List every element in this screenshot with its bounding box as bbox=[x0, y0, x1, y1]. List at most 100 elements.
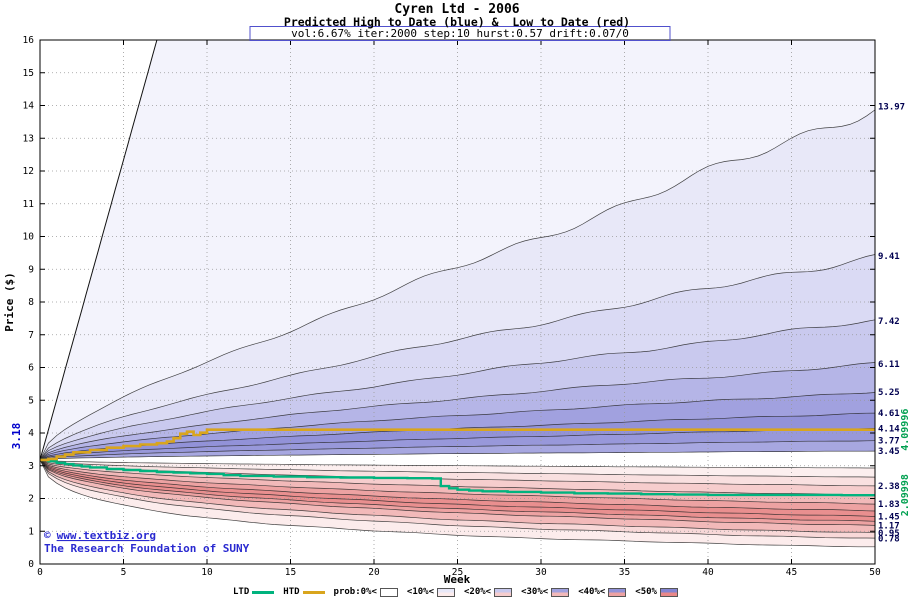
copyright-symbol: © bbox=[44, 529, 51, 542]
legend: LTD HTD prob:0%< <10%< <20%< <30%< <40%< <50% bbox=[0, 585, 920, 599]
x-tick-label: 0 bbox=[37, 567, 43, 578]
prob-band bbox=[40, 40, 875, 460]
watermark-url[interactable]: www.textbiz.org bbox=[57, 529, 156, 542]
chart-subtitle: Predicted High to Date (blue) & Low to D… bbox=[284, 15, 630, 29]
edge-price-label: 13.97 bbox=[878, 102, 905, 112]
edge-price-label: 4.14 bbox=[878, 424, 900, 434]
legend-prob-swatch-5 bbox=[659, 587, 678, 597]
x-tick-label: 50 bbox=[869, 567, 881, 578]
legend-prob-label-4: <40%< bbox=[578, 587, 606, 597]
legend-prob-swatch-2 bbox=[494, 587, 513, 597]
y-tick-label: 15 bbox=[23, 68, 34, 79]
fan-boundary-line bbox=[39, 459, 876, 539]
y-tick-label: 16 bbox=[23, 35, 35, 46]
fan-boundary-line bbox=[39, 459, 876, 478]
legend-prob-label-1: <10%< bbox=[406, 587, 434, 597]
y-tick-label: 4 bbox=[28, 428, 34, 439]
legend-prob-swatch-4 bbox=[608, 587, 627, 597]
y-tick-label: 13 bbox=[23, 133, 34, 144]
legend-prob-label-3: <30%< bbox=[521, 587, 549, 597]
fan-boundary-line bbox=[39, 459, 876, 533]
x-axis-title: Week bbox=[444, 573, 471, 586]
x-tick-label: 45 bbox=[786, 567, 797, 578]
htd-line bbox=[40, 428, 875, 462]
chart-params: vol:6.67% iter:2000 step:10 hurst:0.57 d… bbox=[291, 27, 629, 40]
extreme-upper-line bbox=[39, 39, 158, 461]
prob-band bbox=[40, 459, 875, 539]
y-tick-label: 10 bbox=[23, 232, 35, 243]
y-tick-label: 9 bbox=[28, 264, 34, 275]
edge-price-label: 2.38 bbox=[878, 482, 900, 492]
y-tick-label: 1 bbox=[28, 526, 34, 537]
legend-prob-swatch-0 bbox=[379, 587, 398, 597]
y-tick-label: 2 bbox=[28, 494, 34, 505]
y-tick-label: 5 bbox=[28, 395, 34, 406]
legend-prob-swatch-3 bbox=[551, 587, 570, 597]
fan-boundary-line bbox=[39, 459, 876, 517]
x-tick-label: 20 bbox=[368, 567, 380, 578]
prob-band bbox=[40, 319, 875, 460]
fan-boundary-line bbox=[39, 459, 875, 469]
x-tick-label: 40 bbox=[702, 567, 714, 578]
y-tick-label: 12 bbox=[23, 166, 34, 177]
x-tick-label: 5 bbox=[121, 567, 127, 578]
fan-boundary-line bbox=[39, 459, 876, 512]
prob-band bbox=[40, 440, 875, 460]
fan-boundary-line bbox=[39, 459, 876, 522]
legend-ltd-label: LTD bbox=[233, 587, 250, 597]
prob-band bbox=[40, 362, 875, 460]
legend-htd-label: HTD bbox=[283, 587, 300, 597]
watermark-org: The Research Foundation of SUNY bbox=[44, 542, 250, 555]
fan-boundary-line bbox=[39, 450, 876, 461]
prob-band bbox=[40, 392, 875, 460]
chart-generated-layer: 0 5 10 15 20 25 30 35 40 45 5001234567891011121314… bbox=[23, 35, 911, 578]
edge-price-label: 4.61 bbox=[878, 409, 900, 419]
edge-price-label: 5.25 bbox=[878, 388, 900, 398]
params-box bbox=[249, 26, 671, 41]
fan-boundary-line bbox=[39, 362, 876, 461]
fan-boundary-line bbox=[39, 459, 875, 496]
fan-boundary-line bbox=[39, 459, 876, 505]
fan-boundary-line bbox=[39, 412, 876, 461]
ltd-end-label: 2.09998 bbox=[900, 474, 911, 516]
y-tick-label: 3 bbox=[28, 461, 34, 472]
legend-prob-label-0: prob:0%< bbox=[333, 587, 377, 597]
x-tick-label: 25 bbox=[452, 567, 463, 578]
watermark-line1: © www.textbiz.org bbox=[44, 529, 156, 542]
ltd-line bbox=[40, 458, 875, 497]
y-tick-label: 0 bbox=[28, 559, 34, 570]
prob-band bbox=[40, 459, 875, 511]
edge-price-label: 1.83 bbox=[878, 500, 900, 510]
edge-price-label: 0.95 bbox=[878, 529, 900, 539]
prob-band bbox=[40, 459, 875, 533]
x-tick-label: 15 bbox=[285, 567, 296, 578]
chart-title: Cyren Ltd - 2006 bbox=[394, 2, 519, 17]
legend-prob-swatch-1 bbox=[437, 587, 455, 597]
edge-price-label: 3.45 bbox=[878, 447, 900, 457]
edge-price-label: 9.41 bbox=[878, 252, 900, 262]
fan-boundary-line bbox=[39, 440, 876, 461]
y-tick-label: 6 bbox=[28, 363, 34, 374]
x-tick-label: 30 bbox=[535, 567, 547, 578]
fan-boundary-line bbox=[39, 427, 876, 461]
htd-end-label: 4.09996 bbox=[900, 409, 911, 451]
y-tick-label: 7 bbox=[28, 330, 34, 341]
edge-price-label: 1.45 bbox=[878, 513, 900, 523]
edge-price-label: 0.78 bbox=[878, 534, 900, 544]
y-tick-label: 14 bbox=[23, 101, 35, 112]
x-tick-label: 35 bbox=[619, 567, 630, 578]
fan-boundary-line bbox=[39, 319, 876, 461]
legend-prob-label-2: <20%< bbox=[464, 587, 492, 597]
start-price-label: 3.18 bbox=[10, 423, 23, 450]
prob-band bbox=[40, 459, 875, 496]
edge-price-label: 6.11 bbox=[878, 360, 900, 370]
edge-price-label: 7.42 bbox=[878, 317, 900, 327]
legend-ltd-swatch bbox=[252, 590, 275, 594]
x-tick-label: 10 bbox=[201, 567, 213, 578]
y-tick-label: 8 bbox=[28, 297, 34, 308]
fan-boundary-line bbox=[39, 459, 875, 548]
fan-boundary-line bbox=[39, 459, 876, 526]
y-tick-label: 11 bbox=[23, 199, 35, 210]
legend-prob-label-5: <50% bbox=[635, 587, 657, 597]
prob-band bbox=[40, 254, 875, 460]
